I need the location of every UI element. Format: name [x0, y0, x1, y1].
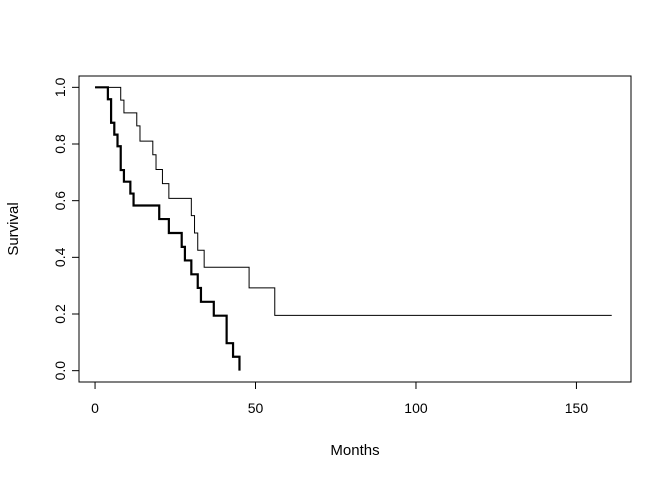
y-tick-label: 1.0 — [52, 77, 68, 97]
y-axis-label: Survival — [5, 202, 22, 255]
y-tick-label: 0.0 — [52, 361, 68, 381]
y-tick-label: 0.8 — [52, 134, 68, 154]
y-tick-label: 0.6 — [52, 191, 68, 211]
y-tick-label: 0.2 — [52, 304, 68, 324]
x-axis-label: Months — [330, 442, 379, 459]
x-tick-label: 150 — [565, 400, 589, 416]
y-axis: 0.0 0.2 0.4 0.6 0.8 1.0 — [52, 77, 80, 381]
x-axis: 0 50 100 150 — [91, 381, 589, 416]
survival-curve-1 — [95, 86, 612, 316]
x-tick-label: 50 — [248, 400, 264, 416]
plot-frame — [78, 75, 632, 383]
series-group — [95, 86, 612, 371]
x-tick-label: 0 — [91, 400, 99, 416]
y-tick-label: 0.4 — [52, 247, 68, 267]
x-tick-label: 100 — [404, 400, 428, 416]
survival-curve-2 — [95, 86, 241, 371]
